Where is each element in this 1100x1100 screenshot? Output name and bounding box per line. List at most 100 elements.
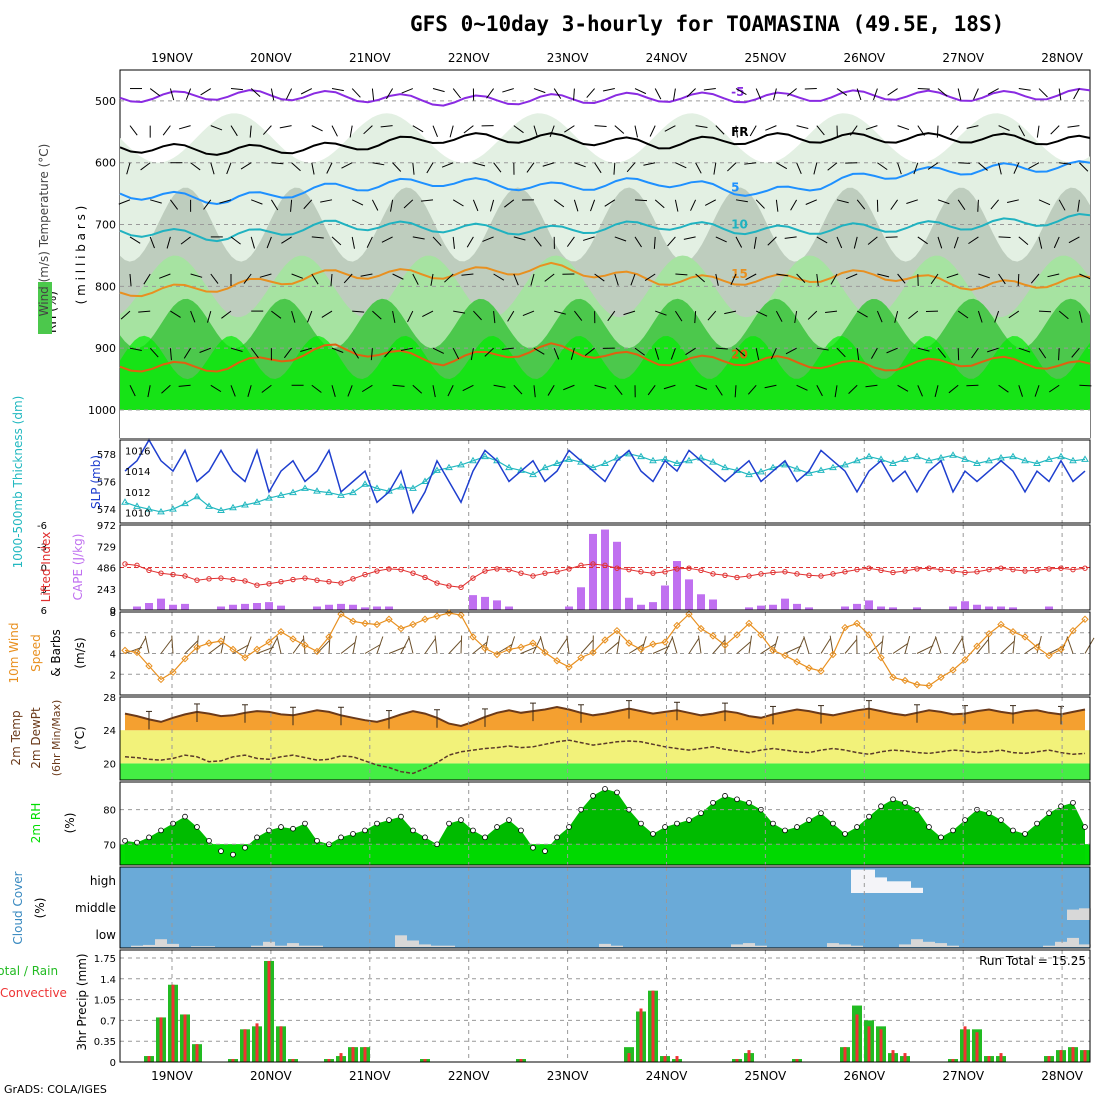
wind-barb (326, 162, 333, 174)
wind-barb (813, 162, 818, 175)
wind-barb (856, 310, 868, 318)
temp-axis-label-1: 2m Temp (9, 710, 23, 765)
cape-bar (853, 603, 861, 610)
wind-speed-marker (493, 650, 501, 659)
rh-marker (302, 820, 308, 827)
cloud-tick-label: low (96, 928, 117, 942)
thickness-marker (637, 452, 645, 460)
wind-barb (311, 125, 323, 132)
cloud-bar-low (911, 939, 923, 947)
wind-barb (407, 310, 414, 323)
wind-speed-marker (865, 631, 873, 639)
isotherm-label: -5 (731, 85, 744, 99)
wind-barb (482, 236, 494, 242)
li-marker (1034, 567, 1040, 574)
wind-barb (190, 273, 203, 278)
li-marker (146, 567, 152, 574)
wind-barb (251, 199, 263, 205)
wind-speed-marker (985, 630, 993, 638)
wind-speed-marker (781, 651, 789, 660)
surface-wind-barb (256, 646, 274, 654)
wind-barb (730, 273, 737, 286)
slp-tick-label: 1012 (125, 488, 150, 499)
wind-barb (775, 310, 783, 322)
wind-speed-marker (121, 646, 129, 655)
cloud-bar-low (419, 944, 431, 947)
wind-barb (917, 385, 923, 397)
rh-marker (494, 824, 500, 830)
thickness-marker (157, 507, 165, 515)
wind-barb (973, 88, 979, 100)
rh-marker (902, 799, 908, 806)
wind-speed-marker (157, 675, 165, 684)
wind-speed-marker (373, 620, 381, 629)
li-marker (902, 568, 908, 574)
cape-tick-label: 0 (110, 606, 116, 617)
wind-barb (713, 162, 717, 175)
wind-barb (504, 199, 515, 208)
wind-barb (917, 347, 930, 352)
wind-barb (1058, 88, 1062, 101)
rh-marker (482, 834, 488, 841)
surface-wind-barb (1000, 640, 1015, 654)
thickness-line (124, 453, 1086, 513)
surface-wind-barb (232, 644, 249, 654)
surface-wind-barb (1012, 635, 1016, 654)
cape-bar (757, 605, 765, 610)
wind-barb (185, 88, 192, 100)
date-label-top: 28NOV (1041, 51, 1083, 65)
wind-barb (230, 347, 243, 352)
wind-barb (584, 347, 595, 356)
surface-wind-barb (580, 639, 594, 654)
rh-marker (1070, 799, 1076, 806)
temp-area (125, 707, 1085, 731)
wind-barb (786, 88, 797, 97)
wind-barb (1038, 199, 1051, 206)
thickness-marker (397, 483, 405, 490)
wind-speed-marker (1021, 633, 1029, 641)
rh-marker (998, 817, 1004, 823)
wind-barb (449, 125, 454, 138)
surface-wind-barb (520, 646, 538, 654)
wind-axis-label-1: 10m Wind (7, 623, 21, 684)
rh-marker (602, 786, 608, 792)
wind-barb (249, 125, 252, 138)
wind-barb (715, 125, 725, 135)
precip-conv-bar (1071, 1047, 1075, 1062)
wind-barb (695, 162, 702, 174)
cloud-bar-low (263, 941, 275, 947)
li-marker (278, 578, 284, 585)
rh-marker (554, 834, 560, 841)
cloud-tick-label: middle (75, 901, 116, 915)
wind-barb (490, 199, 495, 212)
wind-barb (755, 88, 762, 100)
dewpt-line (124, 739, 1086, 775)
wind-speed-marker (829, 650, 837, 659)
rh-marker (722, 793, 728, 799)
wind-barb (564, 125, 575, 133)
wind-speed-marker (697, 624, 705, 633)
thickness-marker (553, 459, 561, 467)
cape-bar (313, 606, 321, 610)
wind-barb (574, 310, 583, 321)
wind-barb (614, 273, 619, 286)
wind-axis-label-3: & Barbs (49, 629, 63, 677)
li-marker (974, 569, 980, 575)
wind-speed-marker (949, 666, 957, 674)
wind-speed-marker (745, 619, 753, 628)
wind-barb (998, 236, 1011, 239)
thickness-marker (1069, 456, 1077, 464)
wind-barb (259, 273, 272, 278)
wind-barb (230, 88, 243, 91)
cape-bar (361, 607, 369, 610)
wind-barb (466, 236, 474, 248)
wind-barb (805, 199, 817, 205)
wind-barb (392, 310, 396, 323)
li-tick-label: -6 (37, 521, 47, 532)
wind-barb (1038, 236, 1043, 249)
cloud-bar-low (947, 945, 959, 947)
cloud-bar-low (131, 945, 143, 947)
wind-barb (513, 236, 526, 241)
isotherm-line (119, 160, 1091, 206)
wind-barb (412, 384, 423, 394)
